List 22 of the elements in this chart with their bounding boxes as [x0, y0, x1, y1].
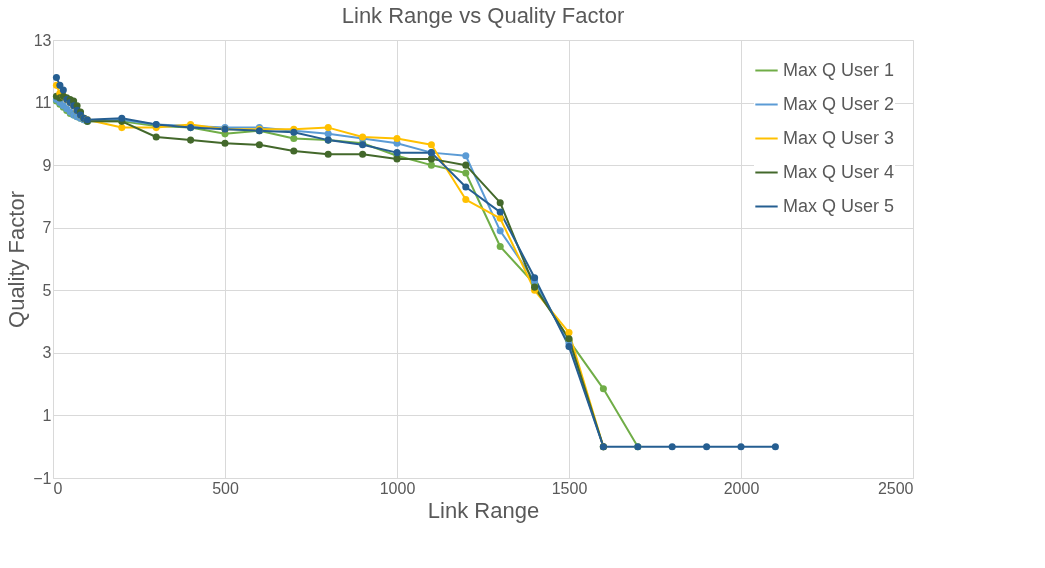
- y-tick-label: 9: [42, 156, 52, 174]
- x-axis-title: Link Range: [427, 497, 540, 523]
- legend-label: Max Q User 2: [783, 93, 895, 114]
- y-tick-label: 7: [42, 219, 52, 237]
- legend-label: Max Q User 3: [783, 127, 895, 148]
- legend-label: Max Q User 1: [783, 59, 895, 80]
- x-tick-label: 1000: [379, 479, 416, 497]
- legend-label: Max Q User 4: [783, 161, 895, 182]
- x-tick-label: 2000: [723, 479, 760, 497]
- y-tick-label: 1: [42, 406, 52, 424]
- y-tick-label: 13: [33, 31, 52, 49]
- y-axis-title: Quality Factor: [4, 191, 30, 328]
- x-tick-label: 1500: [551, 479, 588, 497]
- x-tick-label: 500: [212, 479, 239, 497]
- y-tick-label: −1: [33, 469, 52, 487]
- y-tick-label: 5: [42, 281, 52, 299]
- legend-label: Max Q User 5: [783, 195, 895, 216]
- x-tick-label: 0: [53, 479, 63, 497]
- chart-title: Link Range vs Quality Factor: [341, 3, 625, 28]
- x-tick-label: 2500: [877, 479, 914, 497]
- y-tick-label: 11: [34, 94, 52, 112]
- y-tick-label: 3: [42, 344, 52, 362]
